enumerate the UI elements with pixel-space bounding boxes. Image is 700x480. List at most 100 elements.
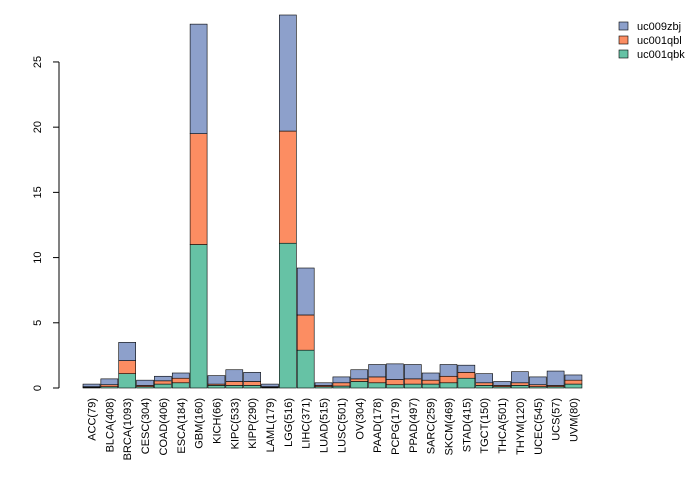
bar-uc009zbj-PAAD(178) xyxy=(368,364,386,378)
bar-uc009zbj-OV(304) xyxy=(350,369,369,380)
bar-uc001qbl-SARC(259) xyxy=(421,379,440,385)
bar-uc001qbk-SKCM(469) xyxy=(439,382,458,389)
legend-swatch-uc001qbl xyxy=(618,35,629,45)
bar-uc001qbk-SARC(259) xyxy=(421,383,440,389)
bar-uc009zbj-BRCA(1093) xyxy=(118,342,136,361)
x-tick-label: LIHC(371) xyxy=(301,398,313,449)
x-tick-label: CESC(304) xyxy=(140,398,152,454)
bar-uc001qbk-OV(304) xyxy=(350,381,369,389)
bar-uc001qbk-PCPG(179) xyxy=(386,384,404,389)
x-tick-label: THCA(501) xyxy=(497,398,509,454)
bar-uc009zbj-LUAD(515) xyxy=(314,382,333,386)
x-tick-label: STAD(415) xyxy=(461,398,473,452)
bar-uc009zbj-STAD(415) xyxy=(457,364,476,373)
x-tick-label: LUAD(515) xyxy=(319,398,331,453)
y-tick-label: 0 xyxy=(32,385,44,391)
bar-uc009zbj-UVM(80) xyxy=(564,374,583,381)
x-tick-label: KIPC(533) xyxy=(229,398,241,449)
x-axis-labels: ACC(79) BLCA(408) BRCA(1093) CESC(304) COAD(… xyxy=(87,398,581,460)
bar-uc001qbl-COAD(406) xyxy=(154,380,172,385)
y-tick-label: 25 xyxy=(32,56,44,68)
bar-uc001qbl-BRCA(1093) xyxy=(118,360,136,374)
bar-uc009zbj-KIPC(533) xyxy=(225,369,244,382)
bar-uc009zbj-KIPP(290) xyxy=(243,372,261,382)
bar-uc001qbl-STAD(415) xyxy=(457,372,476,379)
bar-uc009zbj-LGG(516) xyxy=(279,14,297,132)
bar-uc009zbj-THCA(501) xyxy=(493,381,511,386)
bar-uc001qbl-PAAD(178) xyxy=(368,376,386,384)
bar-uc001qbl-LUSC(501) xyxy=(332,382,351,387)
x-tick-label: ESCA(184) xyxy=(176,398,188,454)
bar-uc009zbj-LAML(179) xyxy=(261,383,279,387)
x-tick-label: LUSC(501) xyxy=(336,398,348,453)
bar-uc001qbl-UVM(80) xyxy=(564,379,583,385)
bar-uc001qbl-PPAD(497) xyxy=(403,378,422,385)
bar-uc001qbk-LIHC(371) xyxy=(296,349,315,389)
x-tick-label: UVM(80) xyxy=(568,398,580,442)
x-tick-label: ACC(79) xyxy=(87,398,99,441)
bar-uc001qbk-STAD(415) xyxy=(457,377,476,389)
bar-uc009zbj-PPAD(497) xyxy=(403,364,422,380)
x-tick-label: PPAD(497) xyxy=(408,398,420,453)
bar-uc001qbk-KICH(66) xyxy=(207,385,226,389)
x-tick-label: THYM(120) xyxy=(515,398,527,455)
y-tick-label: 20 xyxy=(32,121,44,133)
bars-layer xyxy=(82,14,583,389)
bar-uc001qbk-PAAD(178) xyxy=(368,382,386,389)
bar-uc001qbl-ESCA(184) xyxy=(171,377,190,384)
legend-label-uc001qbk: uc001qbk xyxy=(637,49,685,61)
x-tick-label: BLCA(408) xyxy=(104,398,116,452)
x-tick-label: SARC(259) xyxy=(426,398,438,454)
bar-uc001qbk-TGCT(150) xyxy=(475,385,494,389)
x-tick-label: LGG(516) xyxy=(283,398,295,447)
bar-uc001qbk-PPAD(497) xyxy=(403,383,422,389)
bar-uc001qbl-OV(304) xyxy=(350,378,369,382)
bar-uc001qbk-COAD(406) xyxy=(154,383,172,389)
bar-uc009zbj-LIHC(371) xyxy=(296,267,315,316)
legend-label-uc001qbl: uc001qbl xyxy=(637,35,682,47)
y-tick-label: 15 xyxy=(32,186,44,198)
bar-uc009zbj-COAD(406) xyxy=(154,375,172,382)
x-tick-label: GBM(160) xyxy=(194,398,206,449)
bar-uc001qbk-LGG(516) xyxy=(279,242,297,389)
bar-uc009zbj-LUSC(501) xyxy=(332,376,351,384)
y-axis: 0 5 10 15 20 25 xyxy=(32,56,60,391)
x-tick-label: COAD(406) xyxy=(158,398,170,455)
bar-uc001qbl-LGG(516) xyxy=(279,130,297,244)
x-tick-label: UCS(57) xyxy=(551,398,563,441)
bar-uc001qbl-TGCT(150) xyxy=(475,382,494,386)
bar-uc009zbj-BLCA(408) xyxy=(100,378,119,386)
x-tick-label: TGCT(150) xyxy=(479,398,491,454)
bar-uc001qbk-KIPP(290) xyxy=(243,385,261,389)
x-tick-label: KIPP(290) xyxy=(247,398,259,449)
bar-uc001qbl-KIPP(290) xyxy=(243,381,261,386)
x-tick-label: OV(304) xyxy=(354,398,366,440)
x-tick-label: UCEC(545) xyxy=(533,398,545,455)
bar-uc001qbk-THYM(120) xyxy=(511,385,529,389)
x-tick-label: PAAD(178) xyxy=(372,398,384,453)
bar-uc001qbl-LIHC(371) xyxy=(296,314,315,351)
bar-uc009zbj-ACC(79) xyxy=(82,383,101,387)
bar-uc009zbj-THYM(120) xyxy=(511,371,529,384)
x-tick-label: LAML(179) xyxy=(265,398,277,452)
bar-uc009zbj-SKCM(469) xyxy=(439,364,458,377)
bar-uc001qbk-ESCA(184) xyxy=(171,382,190,389)
x-tick-label: KICH(66) xyxy=(211,398,223,444)
bar-uc009zbj-TGCT(150) xyxy=(475,373,494,384)
bar-uc001qbk-BRCA(1093) xyxy=(118,373,136,389)
bar-uc009zbj-SARC(259) xyxy=(421,372,440,381)
legend-swatch-uc009zbj xyxy=(618,21,629,31)
legend-swatch-uc001qbk xyxy=(618,49,629,59)
bar-uc001qbl-GBM(160) xyxy=(189,133,208,245)
y-tick-label: 10 xyxy=(32,251,44,263)
bar-uc001qbk-UVM(80) xyxy=(564,383,583,389)
bar-uc001qbl-THYM(120) xyxy=(511,382,529,386)
bar-uc009zbj-UCEC(545) xyxy=(528,376,547,386)
bar-uc001qbl-SKCM(469) xyxy=(439,375,458,384)
bar-uc001qbl-PCPG(179) xyxy=(386,379,404,386)
bar-uc009zbj-ESCA(184) xyxy=(171,372,190,379)
bar-uc009zbj-UCS(57) xyxy=(546,370,565,386)
bar-uc001qbk-GBM(160) xyxy=(189,244,208,389)
x-tick-label: PCPG(179) xyxy=(390,398,402,455)
legend: uc009zbj uc001qbl uc001qbk xyxy=(618,21,685,61)
